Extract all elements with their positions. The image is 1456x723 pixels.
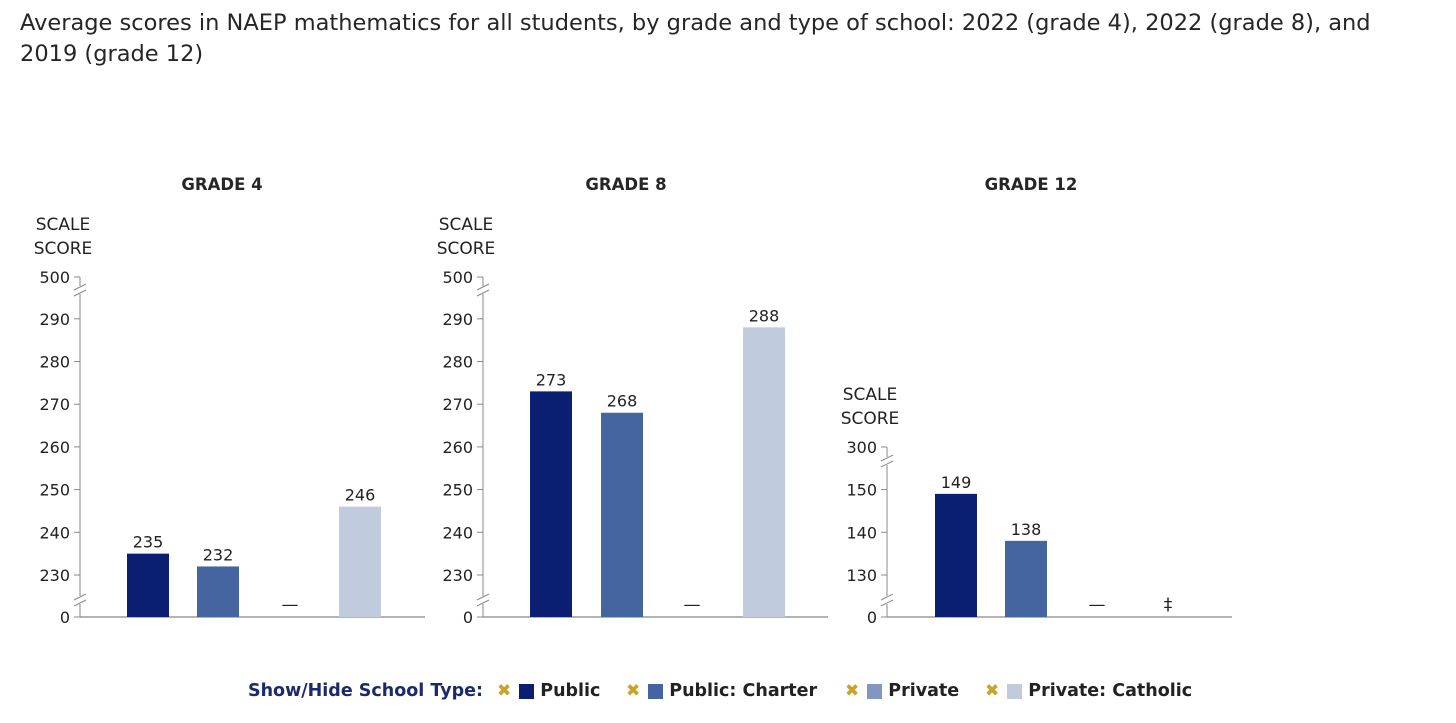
data-label: 235 [133,533,164,552]
data-label: 232 [203,545,234,564]
y-axis-label: SCORE [34,239,93,259]
axis-break-mark [73,593,87,601]
bar-public [127,553,169,617]
legend-swatch-private-catholic [1007,683,1023,699]
y-tick-label: 250 [442,481,473,500]
legend-label-public: Public [540,681,601,701]
toggle-x-icon: ✖ [626,681,641,701]
axis-break-mark [880,599,894,607]
y-tick-label: 240 [442,523,473,542]
y-tick-label: 300 [846,438,877,457]
y-tick-label: 290 [39,310,70,329]
y-axis-label: SCORE [437,239,496,259]
axis-break-mark [880,454,894,462]
y-tick-label: 260 [442,438,473,457]
y-axis-label: SCALE [439,215,494,235]
legend-title: Show/Hide School Type: [248,681,484,701]
y-axis-label: SCALE [843,385,898,405]
y-tick-label: 260 [39,438,70,457]
missing-data-label: — [282,595,299,615]
axis-break-mark [476,283,490,291]
y-tick-label: 500 [39,268,70,287]
y-tick-label: 150 [846,481,877,500]
bar-public-charter [197,566,239,617]
missing-data-label: — [684,595,701,615]
y-tick-label: 250 [39,481,70,500]
y-tick-label: 0 [60,608,70,627]
data-label: 149 [941,473,972,492]
data-label: 288 [749,306,780,325]
toggle-x-icon: ✖ [497,681,512,701]
data-label: 246 [345,486,376,505]
legend-swatch-public-charter [648,683,664,699]
missing-data-label: — [1089,595,1106,615]
legend-item-public-charter[interactable]: ✖ Public: Charter [626,681,817,701]
panel-title: GRADE 4 [181,175,262,194]
panel-title: GRADE 12 [985,175,1078,194]
y-tick-label: 140 [846,523,877,542]
bar-public [935,493,977,617]
axis-break-mark [73,599,87,607]
y-tick-label: 280 [442,353,473,372]
y-tick-label: 230 [39,566,70,585]
y-tick-label: 130 [846,566,877,585]
missing-data-label: ‡ [1164,595,1173,615]
y-tick-label: 230 [442,566,473,585]
axis-break-mark [880,593,894,601]
y-axis-label: SCORE [841,409,900,429]
legend-item-private-catholic[interactable]: ✖ Private: Catholic [985,681,1192,701]
chart-area: GRADE 4 SCALE SCORE 500 230 240 250 260 270 280 29… [34,175,1232,627]
legend-item-private[interactable]: ✖ Private [845,681,959,701]
bar-public-charter [1005,540,1047,617]
legend-label-private: Private [888,681,960,701]
chart-title: Average scores in NAEP mathematics for a… [20,10,1371,67]
y-tick-label: 270 [39,395,70,414]
axis-break-mark [476,593,490,601]
toggle-x-icon: ✖ [845,681,860,701]
data-label: 268 [607,392,638,411]
panel-title: GRADE 8 [585,175,666,194]
legend-swatch-private [867,683,883,699]
data-label: 138 [1011,520,1042,539]
axis-break-mark [880,460,894,468]
legend-label-private-catholic: Private: Catholic [1028,681,1193,701]
legend-swatch-public [519,683,535,699]
y-tick-label: 0 [867,608,877,627]
toggle-x-icon: ✖ [985,681,1000,701]
legend-label-public-charter: Public: Charter [669,681,818,701]
axis-break-mark [476,289,490,297]
y-tick-label: 290 [442,310,473,329]
bar-private-catholic [743,327,785,617]
data-label: 273 [536,370,567,389]
y-tick-label: 500 [442,268,473,287]
bar-public-charter [601,412,643,617]
legend: Show/Hide School Type: ✖ Public ✖ Public… [0,678,1456,708]
y-tick-label: 280 [39,353,70,372]
y-tick-label: 270 [442,395,473,414]
y-tick-label: 0 [463,608,473,627]
bar-public [530,391,572,617]
legend-item-public[interactable]: ✖ Public [497,681,600,701]
bar-private-catholic [339,506,381,617]
axis-break-mark [476,599,490,607]
axis-break-mark [73,289,87,297]
y-axis-label: SCALE [36,215,91,235]
y-tick-label: 240 [39,523,70,542]
axis-break-mark [73,283,87,291]
